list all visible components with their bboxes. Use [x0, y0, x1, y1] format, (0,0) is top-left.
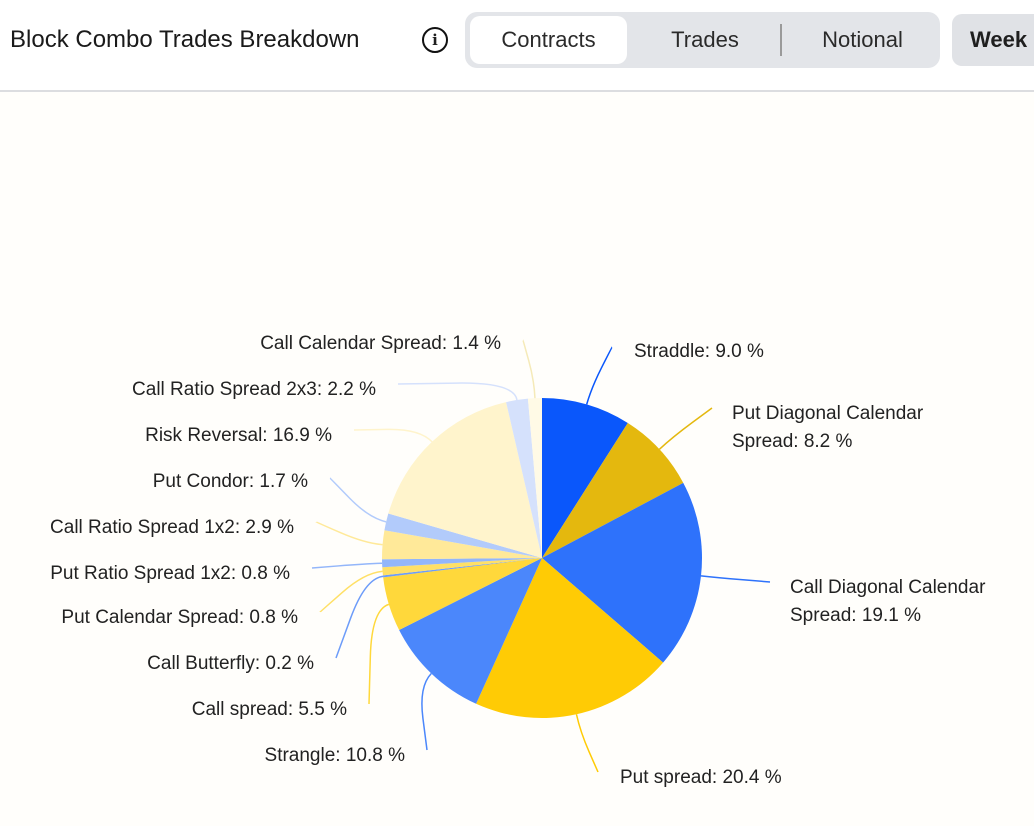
data-label: Straddle: 9.0 %: [634, 341, 764, 362]
pie-slice[interactable]: [382, 530, 542, 560]
data-label: Call Ratio Spread 1x2: 2.9 %: [50, 517, 294, 538]
tab-contracts[interactable]: Contracts: [470, 16, 627, 64]
pie-slice[interactable]: [542, 422, 684, 558]
pie-slice[interactable]: [542, 398, 628, 558]
pie-slice[interactable]: [506, 398, 542, 558]
pie-slice[interactable]: [382, 558, 542, 578]
tab-trades[interactable]: Trades: [671, 27, 739, 52]
pie-slice[interactable]: [382, 558, 542, 576]
label-connector: [329, 477, 387, 523]
label-connector: [311, 562, 383, 569]
label-connector: [397, 382, 518, 401]
pie-slice[interactable]: [388, 402, 542, 558]
data-label: Put Ratio Spread 1x2: 0.8 %: [50, 563, 290, 584]
data-label: Call Ratio Spread 2x3: 2.2 %: [132, 379, 376, 400]
pie-slice[interactable]: [383, 558, 542, 631]
label-connector: [658, 407, 713, 450]
metric-toggle: Contracts Trades Notional: [465, 12, 940, 68]
data-label: Put spread: 20.4 %: [620, 767, 782, 788]
data-label: Call Diagonal Calendar Spread: 19.1 %: [790, 577, 986, 626]
label-connector: [353, 428, 433, 443]
divider: [780, 24, 782, 56]
page-title: Block Combo Trades Breakdown: [10, 26, 360, 53]
label-connector: [700, 575, 771, 583]
label-connector: [421, 672, 432, 751]
label-connector: [335, 575, 384, 659]
pie-slice[interactable]: [382, 558, 542, 568]
tab-notional[interactable]: Notional: [822, 27, 903, 52]
pie-slice[interactable]: [527, 398, 542, 558]
data-label: Put Diagonal Calendar Spread: 8.2 %: [732, 403, 924, 452]
period-week-button[interactable]: Week: [952, 14, 1034, 66]
data-label: Call Calendar Spread: 1.4 %: [260, 333, 501, 354]
pie-slice[interactable]: [542, 482, 702, 663]
header: Block Combo Trades Breakdown i Contracts…: [0, 0, 1034, 92]
data-label: Put Calendar Spread: 0.8 %: [61, 607, 298, 628]
label-connector: [315, 521, 383, 546]
pie-slice[interactable]: [384, 513, 542, 558]
label-connector: [522, 339, 536, 399]
data-label: Call Butterfly: 0.2 %: [147, 653, 314, 674]
data-label: Risk Reversal: 16.9 %: [145, 425, 332, 446]
label-connector: [585, 346, 613, 405]
label-connector: [575, 714, 599, 773]
label-connector: [319, 570, 383, 613]
data-label: Put Condor: 1.7 %: [153, 471, 308, 492]
data-label: Call spread: 5.5 %: [192, 699, 347, 720]
pie-slice[interactable]: [476, 558, 664, 718]
label-connector: [368, 603, 390, 705]
pie-slice[interactable]: [399, 558, 542, 704]
info-icon[interactable]: i: [422, 27, 448, 53]
data-label: Strangle: 10.8 %: [265, 745, 406, 766]
